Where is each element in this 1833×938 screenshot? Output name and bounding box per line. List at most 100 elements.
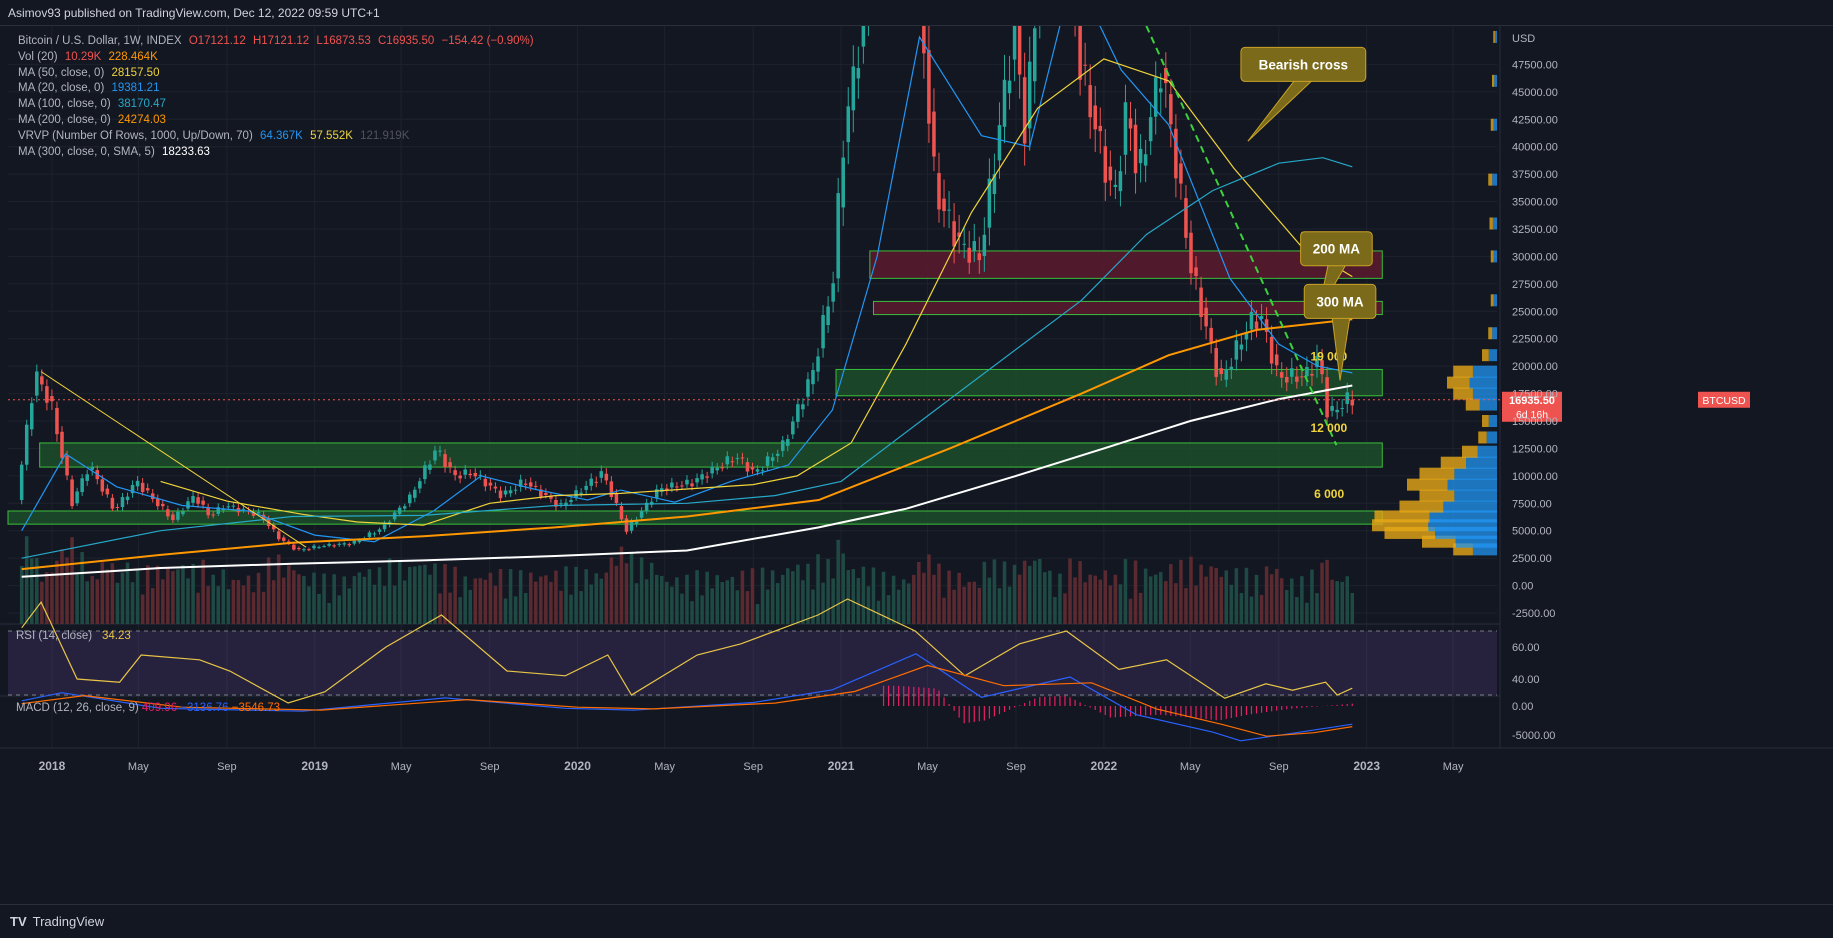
footer-bar: TV TradingView	[0, 904, 1833, 938]
candle-body	[614, 493, 619, 504]
volume-bar	[836, 539, 840, 624]
volume-bar	[85, 581, 89, 624]
axes[interactable]: USD 47500.00 45000.00 42500.00 40000.00 37500…	[39, 33, 1558, 773]
volume-bar	[634, 583, 639, 624]
volume-bar	[347, 588, 352, 624]
vp-down-bar	[1482, 415, 1489, 428]
candle-body	[660, 488, 664, 492]
vp-down-bar	[1440, 456, 1467, 469]
volume-bar	[448, 592, 452, 624]
legend-ma300[interactable]: MA (300, close, 0, SMA, 5) 18233.63	[18, 145, 538, 161]
volume-bar	[1068, 558, 1072, 624]
candle-body	[952, 221, 956, 247]
volume-bar	[876, 600, 881, 624]
legend-volume[interactable]: Vol (20) 10.29K 228.464K	[18, 50, 538, 66]
ohlc-high: H17121.12	[252, 35, 310, 47]
price-axis-label: 15000.00	[1512, 416, 1558, 428]
macd-pane[interactable]: MACD (12, 26, close, 9) 409.96 −3136.76 …	[16, 653, 1555, 742]
rsi-pane[interactable]: RSI (14, close) 34.23 60.00 40.00	[8, 598, 1540, 704]
volume-bar	[725, 580, 730, 624]
candle-body	[65, 455, 69, 476]
candle-body	[191, 496, 195, 503]
candle-body	[735, 458, 740, 460]
volume-bar	[901, 579, 906, 624]
candle-body	[518, 479, 523, 487]
vp-down-bar	[1488, 173, 1493, 186]
volume-bar	[206, 586, 210, 624]
callout-box[interactable]	[1303, 283, 1377, 319]
candle-body	[1184, 198, 1188, 238]
volume-bar	[45, 572, 49, 624]
candle-body	[1118, 171, 1123, 192]
ohlc-low: L16873.53	[316, 35, 371, 47]
candle-body	[503, 490, 508, 495]
candle-body	[1098, 125, 1103, 132]
legend-ma200[interactable]: MA (200, close, 0) 24274.03	[18, 113, 538, 129]
support-zone	[39, 442, 1383, 468]
candle-body	[549, 496, 553, 499]
candle-body	[705, 476, 709, 478]
volume-bar	[402, 580, 407, 624]
ohlc-open: O17121.12	[188, 35, 246, 47]
candle-body	[720, 467, 725, 469]
callout-box[interactable]	[1240, 46, 1367, 82]
legend-ma20[interactable]: MA (20, close, 0) 19381.21	[18, 81, 538, 97]
volume-bar	[896, 589, 901, 624]
price-tag	[1502, 391, 1562, 422]
volume-bar	[473, 578, 478, 624]
volume-bar	[886, 595, 891, 624]
candle-body	[775, 453, 780, 456]
candle-body	[569, 500, 573, 502]
legend-vrvp[interactable]: VRVP (Number Of Rows, 1000, Up/Down, 70)…	[18, 129, 538, 145]
volume-ma-value: 228.464K	[108, 50, 158, 63]
volume-bar	[770, 570, 775, 624]
volume-bar	[579, 591, 583, 624]
legend-symbol[interactable]: Bitcoin / U.S. Dollar, 1W, INDEX O17121.…	[18, 34, 538, 50]
candle-body	[473, 472, 478, 477]
volume-bar	[826, 559, 830, 624]
volume-bar	[680, 593, 684, 624]
time-axis-label: May	[917, 761, 938, 773]
volume-bar	[594, 573, 599, 624]
candle-body	[750, 466, 755, 470]
volume-bar	[705, 571, 709, 624]
volume-bar	[821, 582, 825, 624]
volume-bar	[740, 570, 745, 624]
volume-bar	[1345, 576, 1349, 624]
callout-text: Bearish cross	[1259, 57, 1348, 72]
ohlc-close: C16935.50	[378, 35, 435, 47]
volume-bar	[488, 572, 493, 624]
candle-body	[171, 514, 175, 521]
volume-bar	[438, 593, 442, 624]
ma-line-ma50	[160, 58, 1353, 526]
time-axis-label: May	[391, 761, 412, 773]
candle-body	[982, 234, 987, 257]
legend-ma50[interactable]: MA (50, close, 0) 28157.50	[18, 66, 538, 82]
candle-body	[483, 478, 488, 487]
candle-body	[307, 549, 311, 551]
ma20-name: MA (20, close, 0)	[18, 82, 105, 95]
tradingview-logo[interactable]: TV TradingView	[10, 914, 104, 929]
vp-down-bar	[1419, 489, 1455, 502]
volume-bar	[1249, 596, 1254, 624]
candle-body	[1269, 336, 1274, 364]
legend-ma100[interactable]: MA (100, close, 0) 38170.47	[18, 97, 538, 113]
candle-body	[947, 209, 951, 211]
candle-body	[75, 491, 79, 504]
volume-bar	[1158, 572, 1163, 624]
volume-bar	[428, 574, 432, 624]
volume-bar	[1038, 558, 1042, 624]
candle-body	[1300, 376, 1304, 378]
candle-body	[1315, 355, 1319, 368]
callout-box[interactable]	[1300, 231, 1373, 267]
volume-bar	[166, 567, 170, 624]
volume-bar	[972, 581, 977, 624]
vp-down-bar	[1399, 500, 1444, 513]
volume-bar	[932, 574, 936, 624]
volume-bar	[463, 576, 467, 624]
volume-bar	[1083, 582, 1087, 624]
volume-bar	[1164, 581, 1168, 624]
volume-bar	[80, 552, 84, 624]
annotations: Bearish cross 200 MA 300 MA	[1240, 46, 1377, 381]
